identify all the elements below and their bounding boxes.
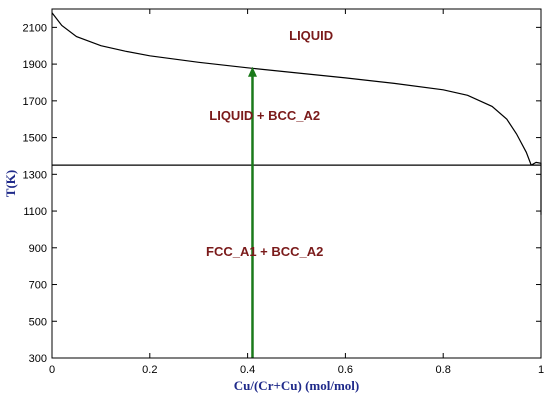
phase-region-labels: LIQUID LIQUID + BCC_A2 FCC_A1 + BCC_A2 <box>206 28 333 259</box>
x-tick-label: 0.4 <box>240 364 255 376</box>
y-tick-label: 1500 <box>23 133 47 145</box>
arrow-head <box>247 66 257 77</box>
x-tick-label: 0.8 <box>436 364 451 376</box>
composition-arrow <box>247 66 257 358</box>
x-axis-ticks: 0 0.2 0.4 0.6 0.8 1 <box>49 9 544 376</box>
y-tick-label: 500 <box>29 316 47 328</box>
y-tick-label: 700 <box>29 280 47 292</box>
y-tick-label: 1700 <box>23 96 47 108</box>
y-tick-label: 2100 <box>23 22 47 34</box>
series-solvus-right <box>530 161 542 215</box>
x-tick-label: 1 <box>538 364 544 376</box>
region-label: FCC_A1 + BCC_A2 <box>206 244 323 259</box>
y-tick-label: 900 <box>29 243 47 255</box>
y-axis-label: T(K) <box>3 170 18 197</box>
y-tick-label: 300 <box>29 353 47 365</box>
plot-frame <box>51 8 542 359</box>
y-tick-label: 1300 <box>23 169 47 181</box>
region-label: LIQUID <box>289 28 333 43</box>
x-axis-label: Cu/(Cr+Cu) (mol/mol) <box>234 378 359 393</box>
series-liquidus <box>51 12 532 166</box>
y-axis-ticks: 300 500 700 900 1100 1300 1500 1700 1900 2100 <box>23 22 541 365</box>
y-tick-label: 1100 <box>23 206 47 218</box>
y-tick-label: 1900 <box>23 59 47 71</box>
region-label: LIQUID + BCC_A2 <box>209 108 320 123</box>
x-tick-label: 0.6 <box>338 364 353 376</box>
x-tick-label: 0.2 <box>142 364 157 376</box>
x-tick-label: 0 <box>49 364 55 376</box>
